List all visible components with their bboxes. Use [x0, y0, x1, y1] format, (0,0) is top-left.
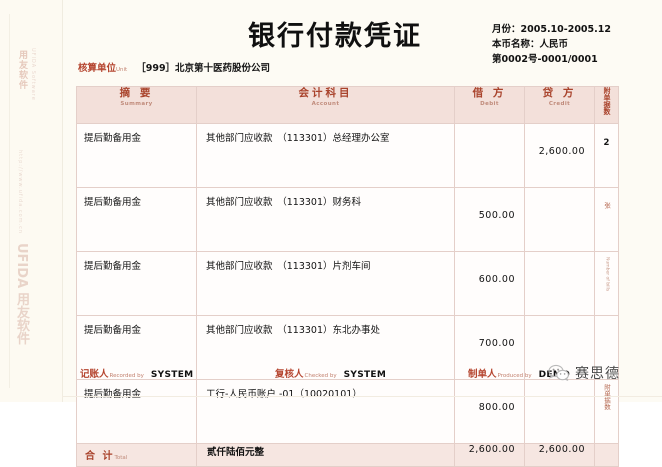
signature-recorded-by: 记账人Recorded by SYSTEM	[80, 366, 193, 380]
cell-summary: 提后勤备用金	[76, 123, 197, 188]
cell-account: 其他部门应收款 （113301）片剂车间	[196, 251, 455, 316]
watermark-company-en: UFIDA Software	[30, 48, 36, 101]
signature-produced-label-en: Produced by	[497, 373, 532, 379]
cell-debit: 700.00	[454, 315, 525, 380]
accounting-unit-line: 核算单位Unit ［999］北京第十医药股份公司	[78, 60, 270, 74]
table-row[interactable]: 提后勤备用金 其他部门应收款 （113301）东北办事处 700.00	[76, 315, 619, 380]
accounting-unit-label-en: Unit	[116, 67, 128, 73]
wechat-icon	[548, 364, 570, 382]
col-header-summary-cn: 摘 要	[119, 87, 154, 99]
total-attachment-blank	[594, 443, 619, 467]
col-header-credit-en: Credit	[548, 101, 571, 107]
accounting-unit-label-cn: 核算单位	[78, 63, 117, 74]
cell-account: 工行-人民币账户 -01（10020101）	[196, 379, 455, 444]
cell-debit: 600.00	[454, 251, 525, 316]
page-edge-rule	[9, 14, 10, 388]
cell-attachment-footer: 附单据数	[594, 379, 619, 444]
meta-period: 月份：2005.10-2005.12	[492, 24, 611, 35]
total-label: 合 计Total	[76, 443, 197, 467]
signature-produced-by: 制单人Produced by DEMO	[468, 366, 570, 380]
page-title: 银行付款凭证	[248, 21, 422, 52]
signature-checked-by: 复核人Checked by SYSTEM	[275, 366, 386, 380]
meta-currency: 本币名称：人民币	[492, 39, 569, 50]
cell-debit: 800.00	[454, 379, 525, 444]
col-header-debit-en: Debit	[480, 101, 499, 107]
cell-summary: 提后勤备用金	[76, 187, 197, 252]
table-row[interactable]: 提后勤备用金 其他部门应收款 （113301）财务科 500.00 张	[76, 187, 619, 252]
total-label-en: Total	[114, 455, 128, 461]
col-header-summary-en: Summary	[120, 101, 153, 107]
signature-row: 记账人Recorded by SYSTEM 复核人Checked by SYSTEM…	[76, 366, 618, 382]
col-header-attachment: 附单据数	[594, 86, 619, 124]
watermark-company-cn: 用友软件	[17, 50, 27, 90]
total-amount-in-words: 贰仟陆佰元整	[196, 443, 455, 467]
attachment-side-label-en: Number of bills	[604, 257, 610, 292]
col-header-summary: 摘 要 Summary	[76, 86, 197, 124]
ufida-logo-watermark: UFIDA 用友软件	[14, 243, 29, 345]
page-bottom-rule	[62, 396, 662, 397]
table-header: 摘 要 Summary 会计科目 Account 借 方 Debit 贷 方 C…	[76, 86, 619, 124]
cell-account: 其他部门应收款 （113301）总经理办公室	[196, 123, 455, 188]
watermark-rail: 用友软件 UFIDA Software http://www.ufida.com…	[0, 0, 63, 402]
cell-debit	[454, 123, 525, 188]
col-header-account-cn: 会计科目	[298, 87, 353, 99]
cell-attachment-note: 张	[594, 187, 619, 252]
cell-summary: 提后勤备用金	[76, 379, 197, 444]
table-row[interactable]: 提后勤备用金 工行-人民币账户 -01（10020101） 800.00 附单据…	[76, 379, 619, 444]
cell-credit	[524, 187, 595, 252]
cell-credit	[524, 379, 595, 444]
col-header-debit: 借 方 Debit	[454, 86, 525, 124]
signature-recorded-label-cn: 记账人	[80, 369, 109, 380]
col-header-attachment-cn: 附单据数	[603, 87, 611, 115]
watermark-url: http://www.ufida.com.cn	[17, 150, 23, 235]
cell-summary: 提后勤备用金	[76, 315, 197, 380]
cell-attachment-blank	[594, 315, 619, 380]
total-debit: 2,600.00	[454, 443, 525, 467]
col-header-account: 会计科目 Account	[196, 86, 455, 124]
signature-produced-value: DEMO	[538, 370, 571, 380]
table-total-row: 合 计Total 贰仟陆佰元整 2,600.00 2,600.00	[76, 443, 619, 467]
voucher-table: 摘 要 Summary 会计科目 Account 借 方 Debit 贷 方 C…	[76, 86, 619, 467]
brand-mark: 赛思德	[548, 363, 620, 383]
signature-checked-label-cn: 复核人	[275, 369, 304, 380]
signature-produced-label-cn: 制单人	[468, 369, 497, 380]
table-row[interactable]: 提后勤备用金 其他部门应收款 （113301）片剂车间 600.00 Numbe…	[76, 251, 619, 316]
signature-recorded-label-en: Recorded by	[109, 373, 144, 379]
attachment-side-label-cn: 张	[602, 201, 611, 209]
table-header-row: 摘 要 Summary 会计科目 Account 借 方 Debit 贷 方 C…	[76, 86, 619, 124]
signature-checked-value: SYSTEM	[343, 370, 387, 380]
total-label-cn: 合 计	[85, 451, 115, 462]
table-body: 提后勤备用金 其他部门应收款 （113301）总经理办公室 2,600.00 2…	[76, 123, 619, 467]
cell-attachment-note-en: Number of bills	[594, 251, 619, 316]
accounting-unit-value: ［999］北京第十医药股份公司	[136, 63, 271, 74]
brand-name: 赛思德	[575, 366, 620, 382]
cell-debit: 500.00	[454, 187, 525, 252]
cell-attachment-count: 2	[594, 123, 619, 188]
col-header-credit: 贷 方 Credit	[524, 86, 595, 124]
cell-credit: 2,600.00	[524, 123, 595, 188]
col-header-account-en: Account	[311, 101, 340, 107]
voucher-meta: 月份：2005.10-2005.12 本币名称：人民币 第0002号-0001/…	[492, 22, 611, 67]
col-header-credit-cn: 贷 方	[542, 87, 577, 99]
signature-recorded-value: SYSTEM	[150, 370, 194, 380]
cell-summary: 提后勤备用金	[76, 251, 197, 316]
total-credit: 2,600.00	[524, 443, 595, 467]
col-header-debit-cn: 借 方	[472, 87, 507, 99]
cell-credit	[524, 251, 595, 316]
cell-account: 其他部门应收款 （113301）财务科	[196, 187, 455, 252]
table-row[interactable]: 提后勤备用金 其他部门应收款 （113301）总经理办公室 2,600.00 2	[76, 123, 619, 188]
meta-voucher-number: 第0002号-0001/0001	[492, 54, 598, 65]
cell-credit	[524, 315, 595, 380]
attachment-bottom-label-cn: 附单据数	[602, 384, 611, 410]
signature-checked-label-en: Checked by	[304, 373, 337, 379]
